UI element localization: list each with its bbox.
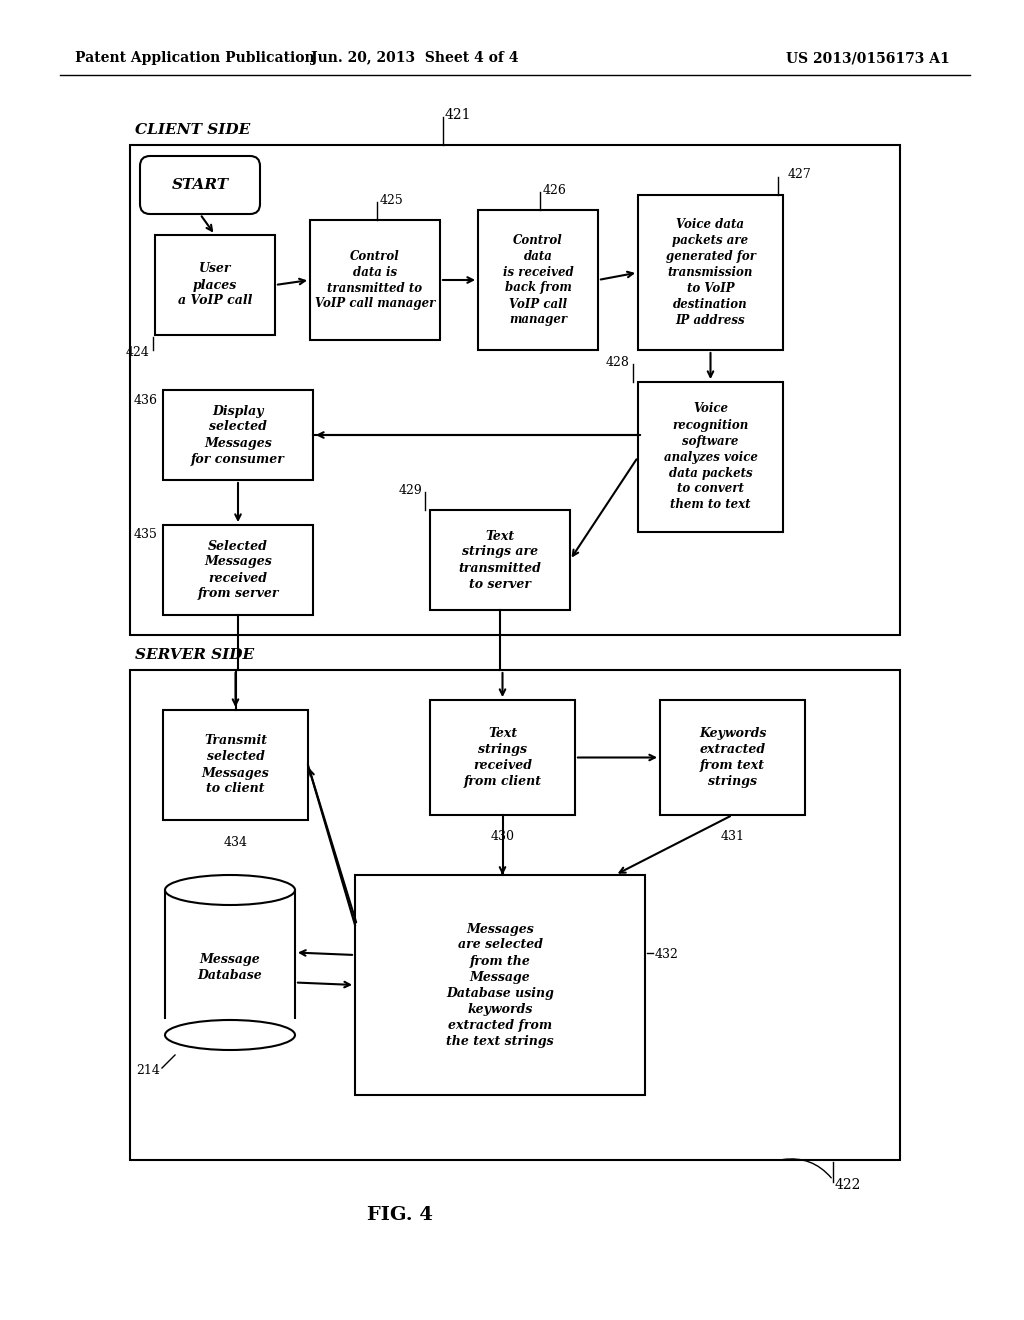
- Ellipse shape: [165, 875, 295, 906]
- Text: 436: 436: [134, 393, 158, 407]
- Bar: [130, 145, 900, 635]
- Text: Text
strings
received
from client: Text strings received from client: [464, 727, 542, 788]
- Text: 214: 214: [136, 1064, 160, 1077]
- Text: Control
data is
transmitted to
VoIP call manager: Control data is transmitted to VoIP call…: [314, 249, 435, 310]
- Text: Voice
recognition
software
analyzes voice
data packets
to convert
them to text: Voice recognition software analyzes voic…: [664, 403, 758, 511]
- Text: User
places
a VoIP call: User places a VoIP call: [178, 263, 252, 308]
- Bar: [355, 875, 645, 1096]
- Text: 428: 428: [606, 355, 630, 368]
- Text: 421: 421: [445, 108, 471, 121]
- Text: 434: 434: [223, 836, 248, 849]
- Text: Voice data
packets are
generated for
transmission
to VoIP
destination
IP address: Voice data packets are generated for tra…: [666, 218, 756, 327]
- Text: 427: 427: [788, 169, 812, 181]
- Bar: [660, 700, 805, 814]
- Bar: [163, 710, 308, 820]
- Bar: [430, 700, 575, 814]
- Bar: [638, 195, 783, 350]
- Text: 425: 425: [380, 194, 403, 206]
- Text: 435: 435: [134, 528, 158, 541]
- Text: Transmit
selected
Messages
to client: Transmit selected Messages to client: [202, 734, 269, 796]
- Bar: [130, 671, 900, 1160]
- Text: Selected
Messages
received
from server: Selected Messages received from server: [198, 540, 279, 601]
- Bar: [163, 1019, 297, 1035]
- Text: 422: 422: [835, 1177, 861, 1192]
- Text: 432: 432: [655, 949, 679, 961]
- Bar: [478, 210, 598, 350]
- Text: CLIENT SIDE: CLIENT SIDE: [135, 123, 250, 137]
- Bar: [638, 381, 783, 532]
- Text: 431: 431: [721, 830, 744, 843]
- Text: SERVER SIDE: SERVER SIDE: [135, 648, 254, 663]
- Bar: [155, 235, 275, 335]
- Text: 424: 424: [126, 346, 150, 359]
- Bar: [163, 389, 313, 480]
- Text: Messages
are selected
from the
Message
Database using
keywords
extracted from
th: Messages are selected from the Message D…: [446, 923, 554, 1048]
- Text: FIG. 4: FIG. 4: [367, 1206, 433, 1224]
- Text: START: START: [171, 178, 228, 191]
- FancyBboxPatch shape: [140, 156, 260, 214]
- Text: Display
selected
Messages
for consumer: Display selected Messages for consumer: [191, 404, 285, 466]
- Text: 426: 426: [543, 183, 567, 197]
- Text: Jun. 20, 2013  Sheet 4 of 4: Jun. 20, 2013 Sheet 4 of 4: [311, 51, 519, 65]
- Text: Text
strings are
transmitted
to server: Text strings are transmitted to server: [459, 529, 542, 590]
- Text: 429: 429: [398, 483, 422, 496]
- Text: Patent Application Publication: Patent Application Publication: [75, 51, 314, 65]
- Text: Message
Database: Message Database: [198, 953, 262, 982]
- Bar: [163, 525, 313, 615]
- Ellipse shape: [165, 1020, 295, 1049]
- Bar: [310, 220, 440, 341]
- Bar: [430, 510, 570, 610]
- Text: Control
data
is received
back from
VoIP call
manager: Control data is received back from VoIP …: [503, 234, 573, 326]
- Bar: [165, 890, 295, 1035]
- Text: 430: 430: [490, 830, 514, 843]
- Text: Keywords
extracted
from text
strings: Keywords extracted from text strings: [698, 727, 766, 788]
- Text: US 2013/0156173 A1: US 2013/0156173 A1: [786, 51, 950, 65]
